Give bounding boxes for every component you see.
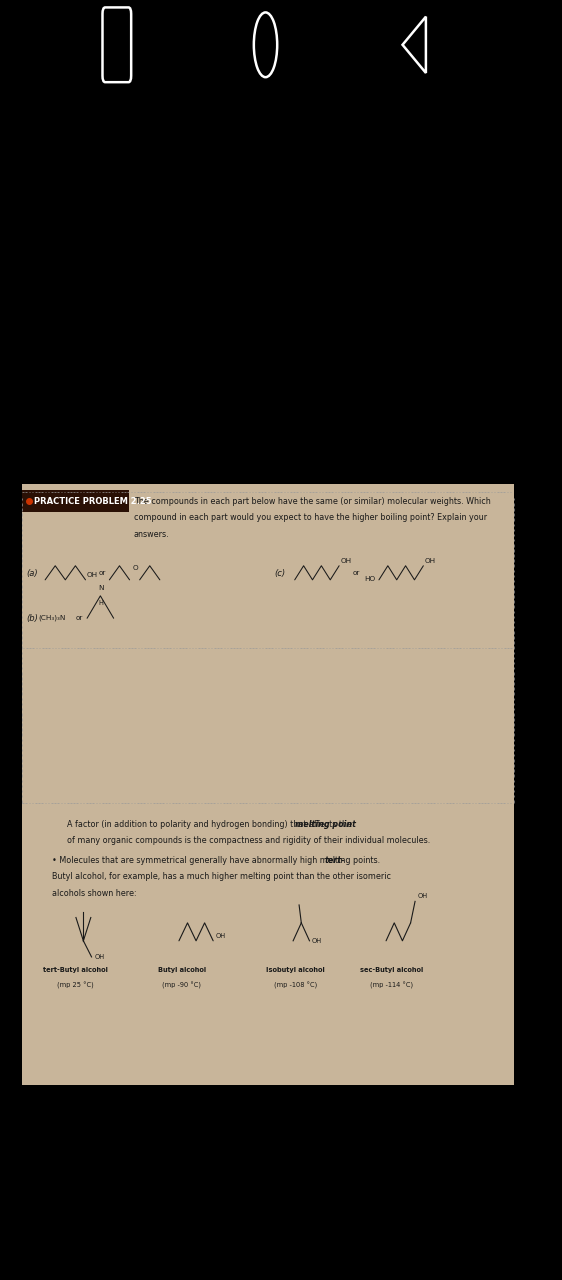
- Text: or: or: [75, 616, 83, 621]
- Text: (mp -90 °C): (mp -90 °C): [162, 982, 201, 989]
- Text: OH: OH: [424, 558, 436, 563]
- Text: The compounds in each part below have the same (or similar) molecular weights. W: The compounds in each part below have th…: [134, 497, 491, 506]
- Text: melting point: melting point: [294, 819, 356, 829]
- Text: (mp -108 °C): (mp -108 °C): [274, 982, 318, 989]
- FancyBboxPatch shape: [0, 0, 531, 90]
- Text: answers.: answers.: [134, 530, 170, 539]
- Text: alcohols shown here:: alcohols shown here:: [52, 888, 136, 899]
- Text: of many organic compounds is the compactness and rigidity of their individual mo: of many organic compounds is the compact…: [67, 836, 430, 846]
- FancyBboxPatch shape: [22, 484, 514, 490]
- Text: OH: OH: [215, 933, 225, 938]
- Text: H: H: [98, 600, 103, 607]
- Text: Isobutyl alcohol: Isobutyl alcohol: [266, 968, 325, 973]
- Text: HO: HO: [364, 576, 375, 581]
- Text: or: or: [352, 571, 360, 576]
- Text: sec-Butyl alcohol: sec-Butyl alcohol: [360, 968, 423, 973]
- Text: • Molecules that are symmetrical generally have abnormally high melting points.: • Molecules that are symmetrical general…: [52, 855, 382, 865]
- Text: OH: OH: [311, 938, 321, 943]
- Text: OH: OH: [341, 558, 352, 563]
- Text: tert-: tert-: [325, 855, 346, 865]
- Text: tert-Butyl alcohol: tert-Butyl alcohol: [43, 968, 108, 973]
- Text: PRACTICE PROBLEM 2.25: PRACTICE PROBLEM 2.25: [34, 497, 152, 506]
- Text: OH: OH: [87, 572, 98, 577]
- Text: O: O: [132, 566, 138, 571]
- FancyBboxPatch shape: [22, 490, 129, 512]
- Text: Butyl alcohol, for example, has a much higher melting point than the other isome: Butyl alcohol, for example, has a much h…: [52, 872, 391, 882]
- Text: N: N: [98, 585, 103, 591]
- FancyBboxPatch shape: [22, 490, 514, 804]
- Text: (b): (b): [26, 613, 38, 623]
- Text: (mp -114 °C): (mp -114 °C): [370, 982, 413, 989]
- Text: Butyl alcohol: Butyl alcohol: [157, 968, 206, 973]
- Text: A factor (in addition to polarity and hydrogen bonding) that affects the: A factor (in addition to polarity and hy…: [67, 819, 355, 829]
- Text: (a): (a): [26, 568, 38, 579]
- Text: (c): (c): [275, 568, 285, 579]
- Text: OH: OH: [417, 893, 427, 900]
- Text: (mp 25 °C): (mp 25 °C): [57, 982, 94, 989]
- Text: (CH₃)₃N: (CH₃)₃N: [38, 614, 66, 622]
- Text: or: or: [99, 571, 106, 576]
- Text: OH: OH: [94, 954, 105, 960]
- Text: compound in each part would you expect to have the higher boiling point? Explain: compound in each part would you expect t…: [134, 513, 487, 522]
- FancyBboxPatch shape: [22, 804, 514, 1085]
